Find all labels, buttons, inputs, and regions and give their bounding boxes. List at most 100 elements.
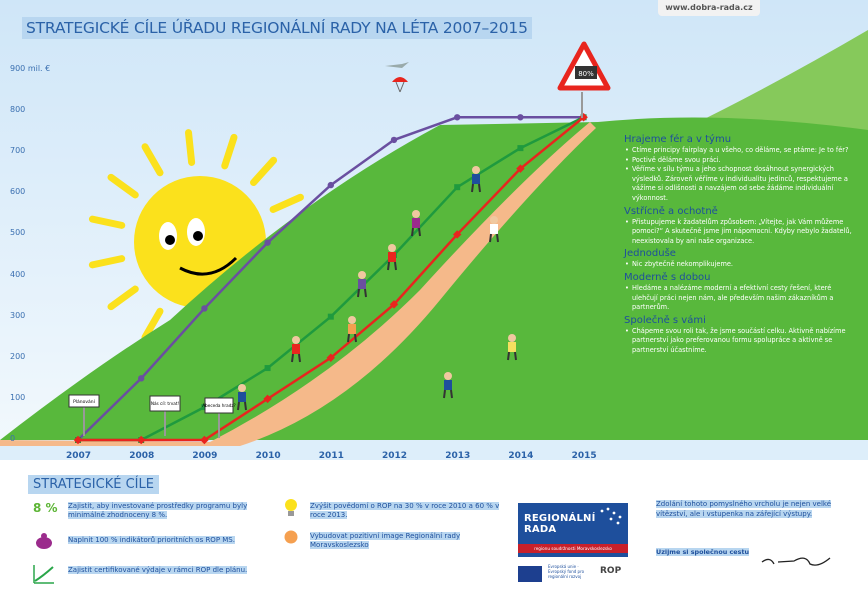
goal-5: Vybudovat pozitivní image Regionální rad… [310, 532, 490, 550]
y-tick-label: 200 [10, 351, 26, 361]
series-2-point [200, 435, 209, 445]
climber-figure [291, 336, 301, 363]
smiley-icon [284, 530, 298, 544]
rop-logo: ROP [600, 566, 622, 576]
value-item: Ctíme principy fairplay a u všeho, co dě… [625, 146, 856, 156]
series-2-point [452, 230, 462, 239]
goal-1-text: Zajistit, aby investované prostředky pro… [68, 502, 248, 519]
x-tick-label: 2007 [66, 451, 92, 460]
series-0-point [454, 114, 461, 121]
value-heading-2: Jednoduše [624, 248, 676, 260]
quote-text: Zdolání tohoto pomyslného vrcholu je nej… [656, 500, 832, 518]
value-item: Chápeme svou roli tak, že jsme součástí … [625, 327, 856, 356]
y-tick-label: 600 [10, 187, 26, 197]
x-tick-label: 2010 [255, 451, 281, 460]
y-tick-label: 400 [10, 269, 26, 279]
climber-figure [237, 384, 247, 411]
money-bag-icon [36, 533, 52, 549]
sign-2007-text: Plánování [73, 398, 96, 405]
logo-title: REGIONÁLNÍ RADA [524, 513, 596, 535]
y-tick-label: 100 [10, 392, 26, 402]
series-2-point [73, 435, 83, 445]
series-2-point [263, 394, 272, 404]
series-0-point [201, 305, 208, 312]
x-tick-label: 2014 [508, 451, 534, 460]
lightbulb-icon [285, 499, 297, 516]
y-tick-label: 500 [10, 228, 26, 238]
series-0-point [517, 114, 524, 121]
y-tick-label: 300 [10, 310, 26, 320]
signature [761, 557, 831, 566]
x-tick-label: 2013 [445, 451, 471, 460]
x-tick-label: 2012 [382, 451, 408, 460]
value-heading-0: Hrajeme fér a v týmu [624, 134, 732, 145]
goal-3: Zajistit certifikované výdaje v rámci RO… [68, 566, 248, 575]
y-tick-label: 800 [10, 105, 26, 115]
value-item: Věříme v sílu týmu a jeho schopnost dosá… [625, 165, 856, 203]
goal-4: Zvýšit povědomí o ROP na 30 % v roce 201… [310, 502, 500, 520]
series-2-point [389, 300, 399, 309]
series-0-point [327, 181, 334, 189]
series-1-point [264, 365, 271, 372]
peak-sign-text: 80% [578, 70, 594, 78]
value-heading-4: Společně s vámi [624, 314, 706, 326]
goals-title: STRATEGICKÉ CÍLE [28, 475, 159, 494]
value-item: Přistupujeme k žadatelům způsobem: „Víte… [625, 218, 856, 247]
plane-icon [385, 62, 409, 68]
series-1-point [454, 184, 461, 191]
eu-text: Evropská unie · Evropský fond pro region… [548, 564, 585, 579]
sign-2009: Abeceda hradz? [202, 397, 236, 438]
goal-4-text: Zvýšit povědomí o ROP na 30 % v roce 201… [310, 502, 500, 519]
series-1-point [517, 145, 524, 152]
page-title: STRATEGICKÉ CÍLE ÚŘADU REGIONÁLNÍ RADY N… [22, 17, 532, 39]
x-tick-label: 2009 [192, 451, 218, 460]
series-2-point [136, 435, 146, 445]
goal-1: Zajistit, aby investované prostředky pro… [68, 502, 258, 520]
goal-2-text: Naplnit 100 % indikátorů prioritních os … [68, 536, 235, 544]
value-item: Poctivě děláme svou práci. [625, 156, 856, 166]
logo-subtitle: regionu soudržnosti Moravskoslezsko [518, 544, 628, 553]
percent-badge: 8 % [33, 501, 58, 515]
climber-figure [443, 372, 453, 399]
chart-trend-icon [33, 565, 54, 584]
series-0-point [138, 375, 145, 382]
climber-figure [387, 244, 397, 271]
value-heading-3: Moderně s dobou [624, 271, 711, 283]
series-2-point [326, 353, 336, 363]
closing-line: Uzijme si společnou cestu [656, 548, 750, 556]
y-tick-label: 700 [10, 146, 26, 156]
x-tick-label: 2008 [129, 451, 155, 460]
goal-3-text: Zajistit certifikované výdaje v rámci RO… [68, 566, 248, 574]
goals-section: STRATEGICKÉ CÍLE 8 % Zajistit, aby inves… [0, 460, 868, 599]
sign-2008-text: Nás cíl: trvat! [151, 401, 180, 406]
warning-sign: 80% [557, 41, 611, 118]
y-tick-label: 0 [10, 434, 16, 443]
balloon-icon [392, 77, 408, 93]
series-0-point [390, 136, 398, 144]
x-tick-label: 2015 [571, 451, 597, 460]
sign-2008: Nás cíl: trvat! [149, 395, 181, 436]
climber-figure [507, 334, 517, 361]
value-heading-1: Vstřícně a ochotně [624, 205, 718, 217]
climber-figure [357, 271, 367, 298]
series-1-point [327, 313, 334, 320]
climber-figure [347, 316, 357, 343]
value-item: Nic zbytečně nekomplikujeme. [625, 260, 856, 270]
goal-2: Naplnit 100 % indikátorů prioritních os … [68, 536, 268, 545]
climber-figure [411, 210, 421, 237]
series-1-point [201, 404, 208, 411]
landscape-scene: 80% Plánování Nás cíl: trvat! Abeceda hr… [0, 0, 868, 460]
climber-figure [471, 166, 481, 193]
series-0-point [264, 239, 271, 246]
sign-2009-text: Abeceda hradz? [202, 403, 236, 408]
url-tab[interactable]: www.dobra-rada.cz [658, 0, 760, 16]
value-item: Hledáme a nalézáme moderní a efektivní c… [625, 284, 856, 313]
goal-5-text: Vybudovat pozitivní image Regionální rad… [310, 532, 461, 549]
eu-flag-icon [518, 566, 542, 582]
closing-text: Uzijme si společnou cestu [656, 548, 750, 558]
y-tick-label: 900 mil. € [10, 64, 51, 73]
x-tick-label: 2011 [318, 451, 344, 460]
climbers [237, 166, 517, 411]
regional-council-logo: REGIONÁLNÍ RADA regionu soudržnosti Mora… [518, 503, 628, 557]
quote-block: Zdolání tohoto pomyslného vrcholu je nej… [656, 500, 851, 556]
